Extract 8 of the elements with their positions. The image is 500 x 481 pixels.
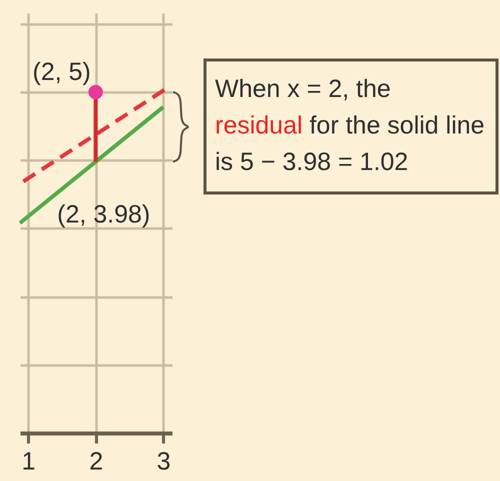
data-label: (2, 5) [32, 58, 91, 86]
x-tick-label: 1 [22, 448, 36, 476]
text: is 5 − 3.98 = 1.02 [215, 148, 408, 176]
text: When x = 2, the [215, 75, 391, 103]
data-label: (2, 3.98) [57, 200, 150, 229]
text: residual for the solid line [215, 112, 485, 140]
x-tick-label: 3 [156, 448, 171, 476]
x-tick-label: 2 [89, 448, 104, 476]
